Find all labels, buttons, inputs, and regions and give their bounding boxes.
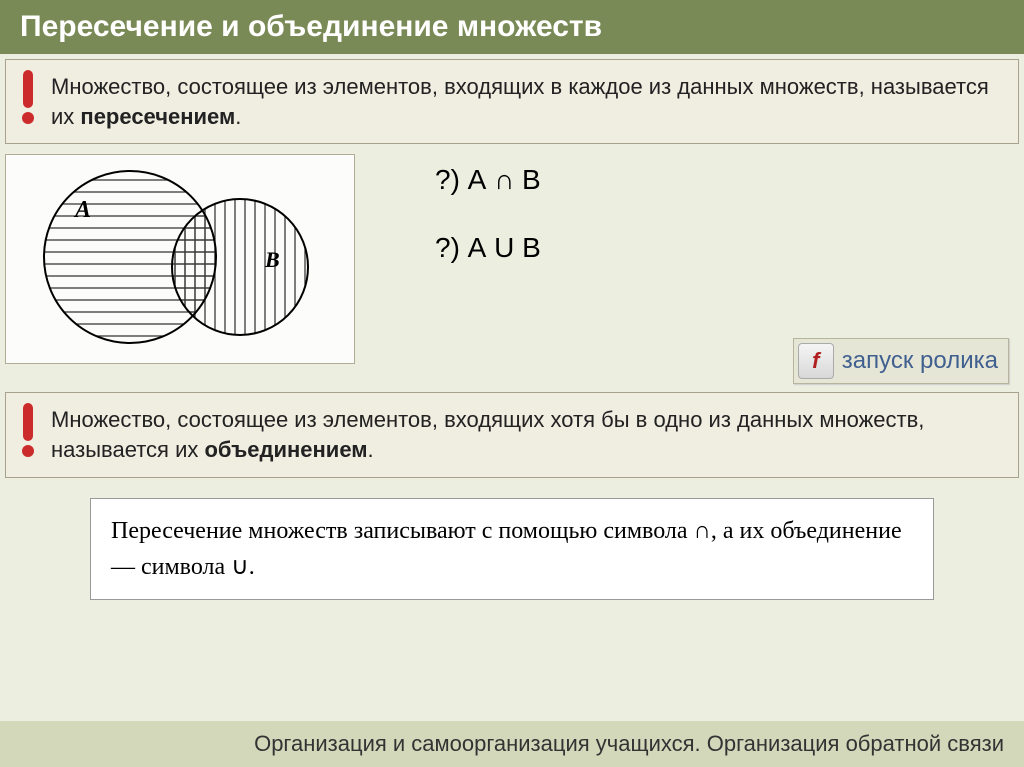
def2-suffix: . [368, 437, 374, 462]
symbol-notation-box: Пересечение множеств записывают с помощь… [90, 498, 934, 600]
launch-video-button[interactable]: f запуск ролика [793, 338, 1009, 384]
venn-label-b: B [264, 247, 280, 272]
page-title: Пересечение и объединение множеств [0, 0, 1024, 54]
footer-text: Организация и самоорганизация учащихся. … [0, 721, 1024, 767]
definition-union: Множество, состоящее из элементов, входя… [5, 392, 1019, 477]
def2-prefix: Множество, состоящее из элементов, входя… [51, 407, 924, 462]
formula-intersection: ?) А ∩ В [435, 164, 541, 196]
formula-union: ?) А U В [435, 232, 541, 264]
launch-label: запуск ролика [842, 347, 998, 375]
middle-section: A B ?) А ∩ В ?) А U В f запуск ролика [5, 154, 1019, 374]
def1-bold: пересечением [80, 104, 235, 129]
exclamation-icon [14, 68, 42, 128]
def1-suffix: . [235, 104, 241, 129]
def2-bold: объединением [204, 437, 367, 462]
venn-diagram: A B [5, 154, 355, 364]
flash-icon: f [798, 343, 834, 379]
venn-label-a: A [73, 197, 91, 223]
exclamation-icon [14, 401, 42, 461]
definition-intersection: Множество, состоящее из элементов, входя… [5, 59, 1019, 144]
formula-block: ?) А ∩ В ?) А U В [435, 164, 541, 300]
